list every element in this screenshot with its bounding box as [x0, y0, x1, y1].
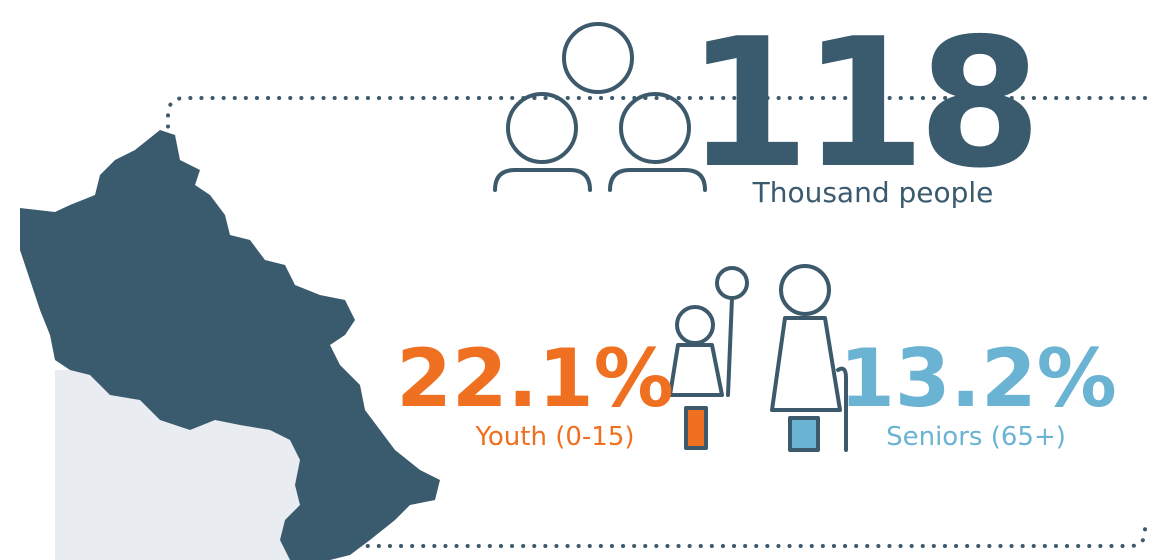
seniors-value: 13.2%	[839, 332, 1117, 425]
total-value: 118	[686, 0, 1034, 207]
youth-label: Youth (0-15)	[474, 422, 634, 452]
region-map	[20, 130, 440, 560]
people-icon	[493, 22, 707, 192]
total-label: Thousand people	[752, 176, 994, 209]
seniors-label: Seniors (65+)	[886, 422, 1066, 452]
senior-icon	[770, 264, 848, 452]
child-icon	[668, 266, 749, 450]
youth-value: 22.1%	[396, 332, 674, 425]
dotted-line-top	[166, 96, 1147, 132]
dotted-line-bottom	[288, 518, 1147, 548]
